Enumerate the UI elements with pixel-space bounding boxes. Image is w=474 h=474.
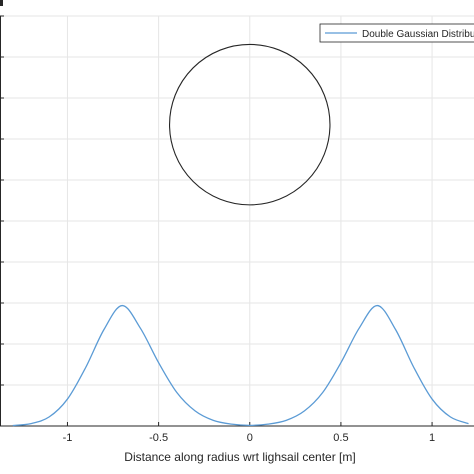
x-tick-labels: -1 -0.5 0 0.5 1 bbox=[63, 432, 436, 444]
double-gaussian-line bbox=[12, 304, 469, 427]
x-tick-label: 0.5 bbox=[333, 432, 348, 444]
legend: Double Gaussian Distribution bbox=[319, 23, 474, 43]
legend-box bbox=[319, 23, 474, 43]
series-marks bbox=[12, 43, 469, 427]
lightsail-circle bbox=[168, 43, 331, 206]
x-tick-label: -1 bbox=[63, 432, 73, 444]
axes bbox=[0, 0, 474, 427]
x-tick-label: 1 bbox=[429, 432, 435, 444]
x-tick-label: 0 bbox=[247, 432, 253, 444]
x-axis-label: Distance along radius wrt lighsail cente… bbox=[124, 450, 355, 464]
corner-mark bbox=[0, 0, 3, 6]
x-tick-label: -0.5 bbox=[149, 432, 168, 444]
grid-lines bbox=[0, 15, 474, 426]
legend-entry-label: Double Gaussian Distribution bbox=[362, 29, 474, 40]
